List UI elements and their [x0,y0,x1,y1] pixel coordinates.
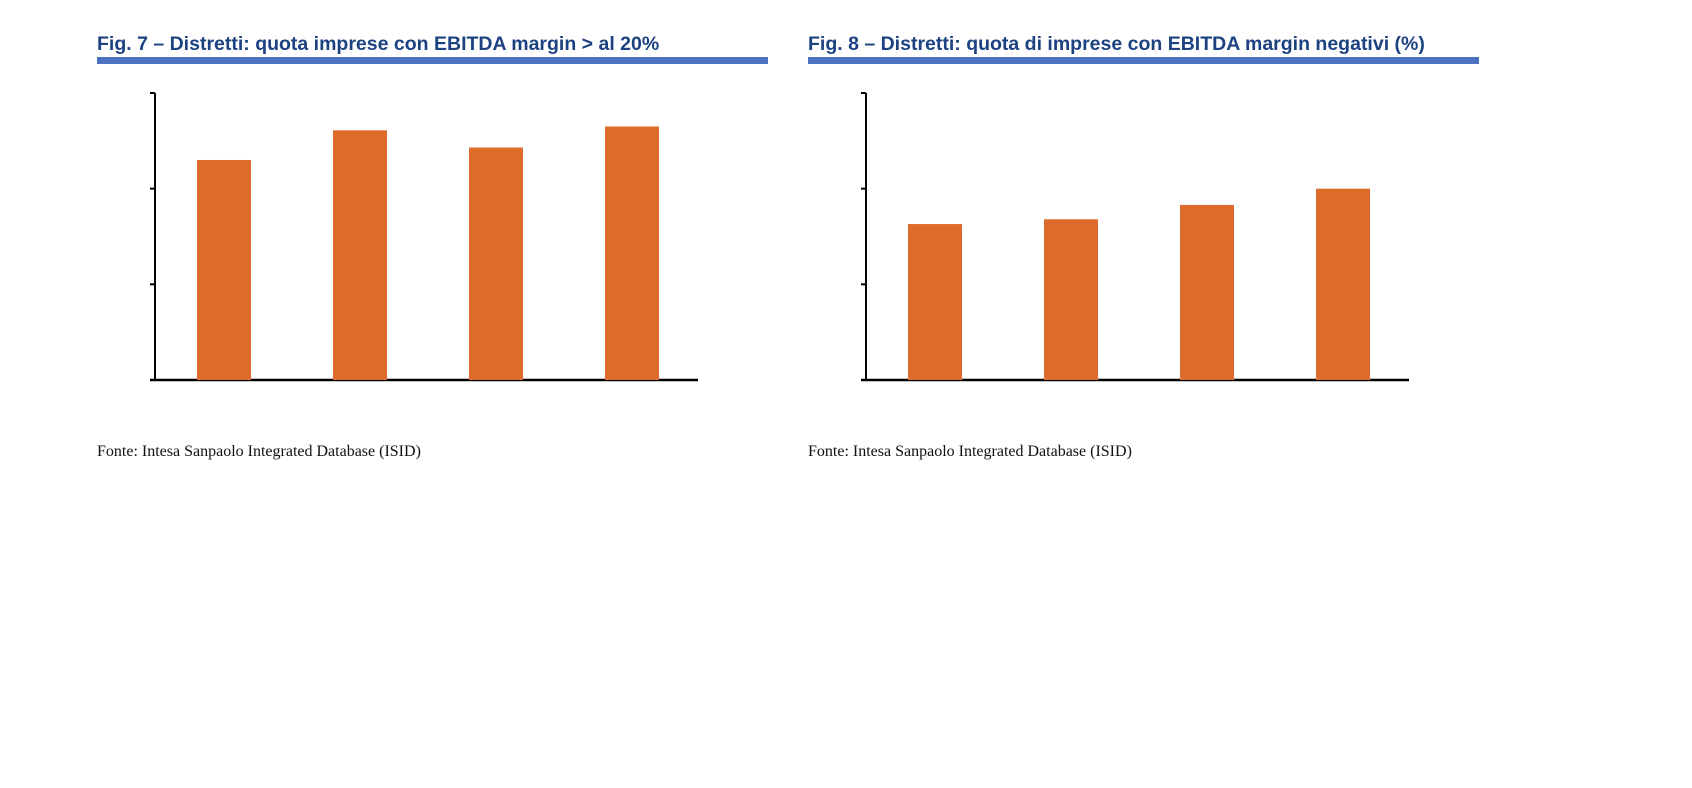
bar [469,147,523,380]
source-note: Fonte: Intesa Sanpaolo Integrated Databa… [808,443,1132,460]
bar-chart [861,92,1409,382]
bar [1316,188,1370,380]
bar [908,224,962,380]
bar [197,159,251,380]
figure-8: Fig. 8 – Distretti: quota di imprese con… [808,0,1480,480]
bar [605,126,659,380]
chart-title: Fig. 7 – Distretti: quota imprese con EB… [97,33,660,55]
title-rule [808,57,1479,64]
bar-chart [150,92,698,382]
title-rule [97,57,768,64]
figure-7: Fig. 7 – Distretti: quota imprese con EB… [97,0,769,480]
bar [1044,219,1098,380]
bar [1180,204,1234,380]
source-note: Fonte: Intesa Sanpaolo Integrated Databa… [97,443,421,460]
chart-title: Fig. 8 – Distretti: quota di imprese con… [808,33,1425,55]
bar [333,130,387,380]
